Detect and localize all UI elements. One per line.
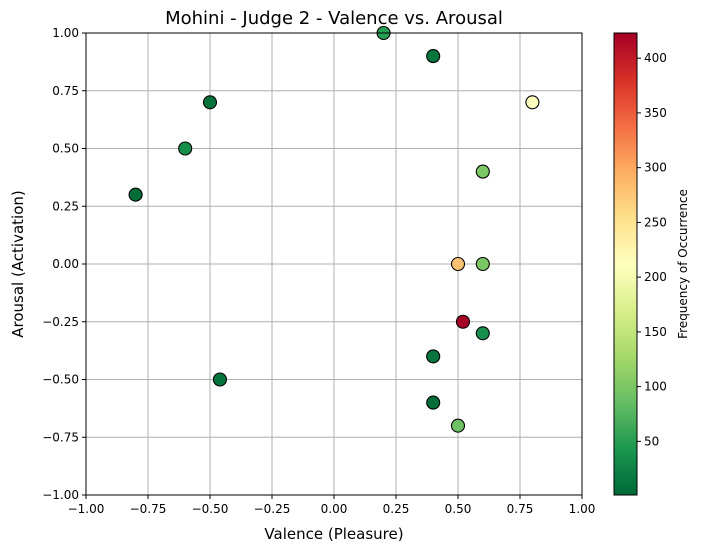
x-axis-label: Valence (Pleasure) [264, 525, 403, 543]
colorbar-tick-label: 200 [644, 270, 667, 284]
chart-title: Mohini - Judge 2 - Valence vs. Arousal [165, 8, 503, 29]
x-tick-label: −0.75 [130, 502, 167, 516]
x-tick-label: −0.25 [254, 502, 291, 516]
y-tick-label: −0.25 [42, 315, 79, 329]
y-axis-label: Arousal (Activation) [9, 190, 27, 338]
scatter-point [426, 49, 441, 64]
y-tick-label: 0.00 [52, 257, 79, 271]
y-tick-label: −0.75 [42, 430, 79, 444]
colorbar-tick-label: 100 [644, 380, 667, 394]
colorbar-ticks: 50 100 150 200 250 300 350 400 [637, 51, 667, 448]
x-tick-label: −0.50 [192, 502, 229, 516]
x-tick-label: 1.00 [569, 502, 596, 516]
scatter-point [450, 418, 466, 433]
x-tick-label: 0.25 [383, 502, 410, 516]
scatter-point [475, 326, 490, 341]
scatter-point [525, 95, 540, 110]
scatter-point [202, 95, 218, 110]
colorbar-label: Frequency of Occurrence [676, 189, 690, 339]
scatter-point [475, 256, 490, 272]
x-tick-label: −1.00 [68, 502, 105, 516]
y-axis-ticks: −1.00 −0.75 −0.50 −0.25 0.00 0.25 0.50 0.75 1.00 [42, 26, 86, 502]
colorbar [613, 32, 638, 496]
x-tick-label: 0.50 [445, 502, 472, 516]
colorbar-tick-label: 250 [644, 215, 667, 229]
scatter-point [212, 372, 227, 387]
x-tick-label: 0.75 [507, 502, 534, 516]
data-points [128, 25, 540, 433]
colorbar-tick-label: 350 [644, 106, 667, 120]
scatter-point [426, 395, 441, 410]
scatter-point [426, 349, 441, 364]
colorbar-tick-label: 50 [644, 434, 659, 448]
colorbar-tick-label: 300 [644, 161, 667, 175]
scatter-point [455, 314, 471, 329]
y-tick-label: 1.00 [52, 26, 79, 40]
grid [85, 32, 583, 496]
scatter-point [450, 256, 466, 272]
y-tick-label: 0.50 [52, 142, 79, 156]
scatter-point [178, 141, 193, 156]
colorbar-tick-label: 150 [644, 325, 667, 339]
colorbar-tick-label: 400 [644, 51, 667, 65]
y-tick-label: −0.50 [42, 373, 79, 387]
x-axis-ticks: −1.00 −0.75 −0.50 −0.25 0.00 0.25 0.50 0.75 1.00 [68, 495, 596, 516]
y-tick-label: 0.75 [52, 84, 79, 98]
scatter-point [128, 187, 143, 202]
x-tick-label: 0.00 [321, 502, 348, 516]
y-tick-label: −1.00 [42, 488, 79, 502]
y-tick-label: 0.25 [52, 199, 79, 213]
scatter-point [475, 164, 490, 179]
